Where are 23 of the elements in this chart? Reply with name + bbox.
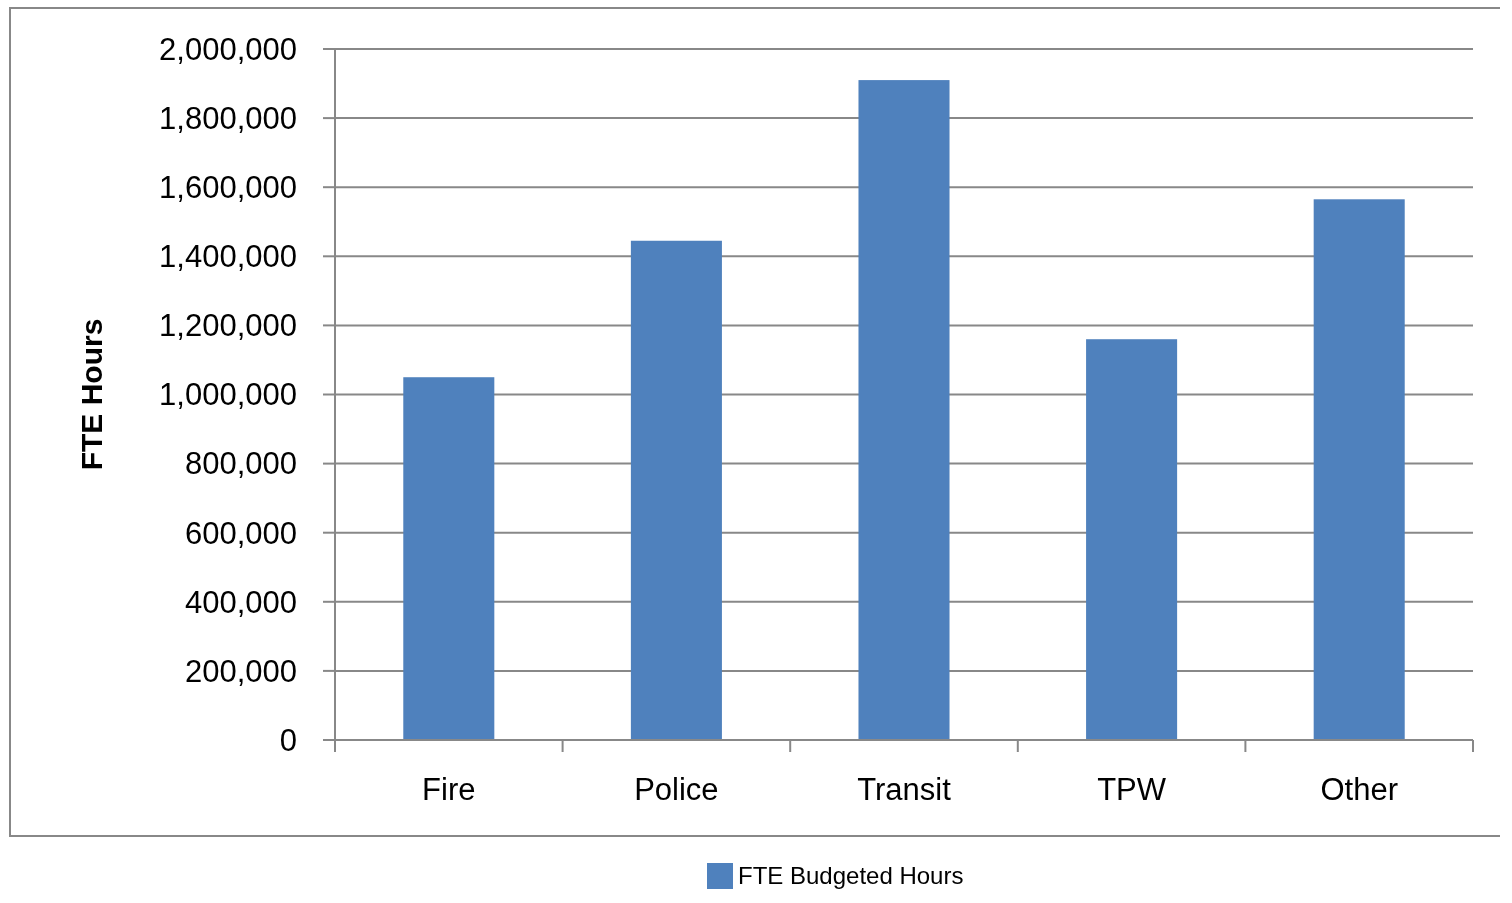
y-tick-label: 1,400,000 [159,239,297,275]
y-tick-label: 1,200,000 [159,308,297,344]
x-tick-label: Transit [857,772,952,807]
y-tick-label: 600,000 [184,515,297,551]
y-tick-label: 1,000,000 [159,377,297,413]
bar [1313,199,1405,740]
bar [858,80,950,740]
bar [403,377,495,740]
y-tick-label: 800,000 [184,446,297,482]
y-axis-title: FTE Hours [75,318,108,471]
y-tick-label: 1,800,000 [159,100,297,136]
x-tick-label: Other [1320,772,1398,807]
y-tick-label: 0 [279,722,297,758]
legend-label: FTE Budgeted Hours [738,862,964,890]
x-tick-label: Police [634,772,719,807]
y-tick-label: 1,600,000 [159,170,297,206]
y-tick-label: 200,000 [184,653,297,689]
x-tick-label: TPW [1097,772,1167,807]
x-tick-label: Fire [422,772,476,807]
bar [630,240,722,740]
bar [1086,339,1178,740]
y-tick-label: 2,000,000 [159,31,297,67]
y-tick-label: 400,000 [184,584,297,620]
